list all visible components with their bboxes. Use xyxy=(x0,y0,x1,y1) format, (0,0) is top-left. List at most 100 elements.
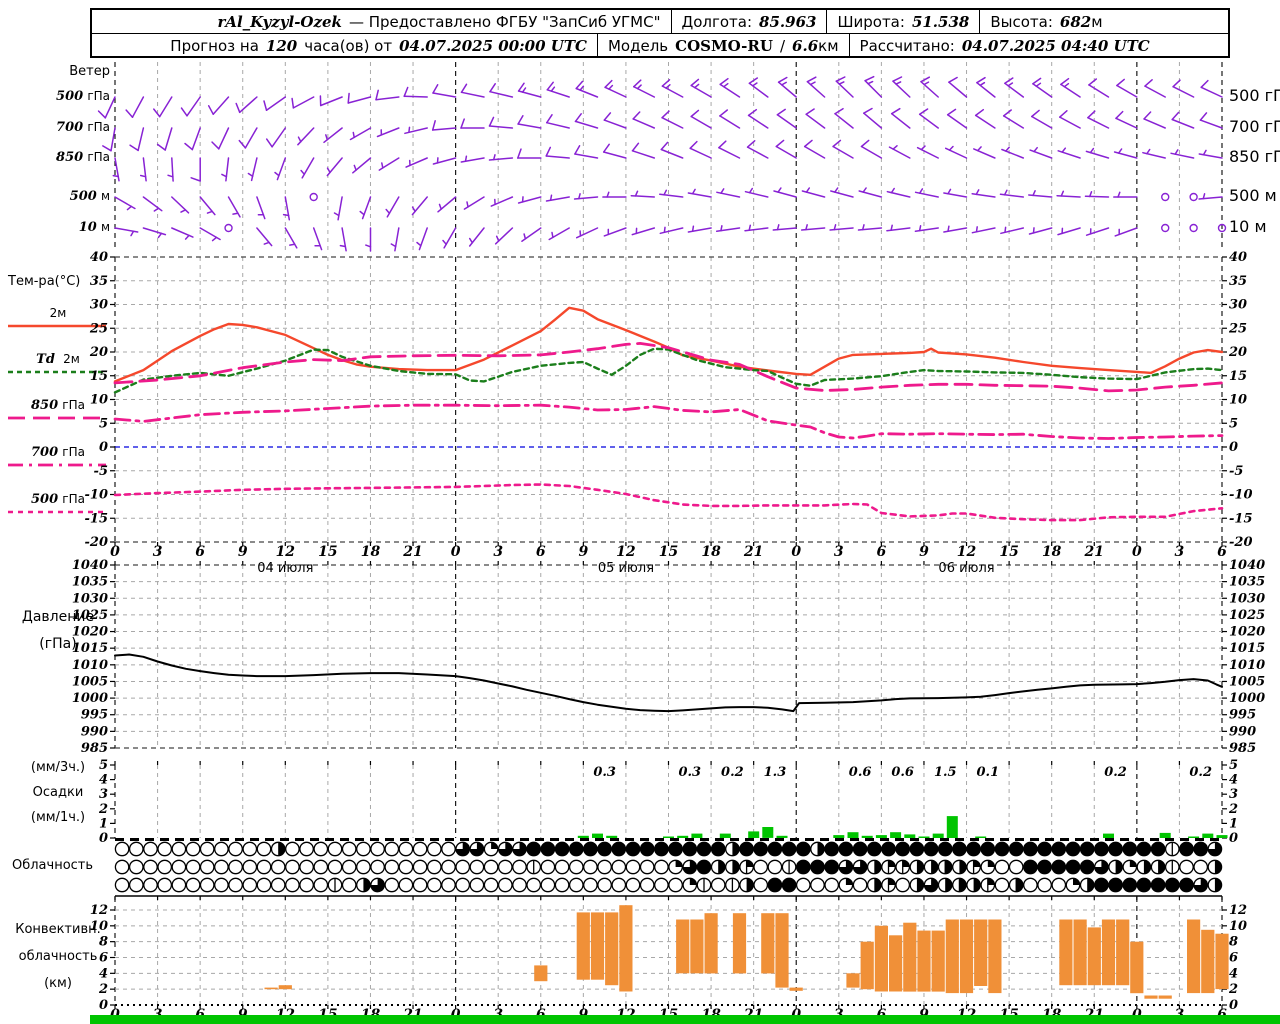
svg-text:18: 18 xyxy=(701,544,721,560)
header-box: rAl_Kyzyl-Ozek — Предоставлено ФГБУ "Зап… xyxy=(90,8,1230,58)
svg-text:3: 3 xyxy=(1229,787,1238,802)
svg-text:10: 10 xyxy=(90,393,108,408)
altitude-label: Высота: xyxy=(990,12,1053,31)
svg-text:4: 4 xyxy=(99,966,108,981)
svg-text:35: 35 xyxy=(90,274,108,289)
svg-text:15: 15 xyxy=(90,369,108,384)
svg-text:10: 10 xyxy=(90,919,108,934)
convective-title-line1: Конвективн. xyxy=(15,922,101,937)
svg-text:500 гПа: 500 гПа xyxy=(1229,86,1280,105)
forecast-hours: 120 xyxy=(265,36,298,55)
footer-bar xyxy=(90,1015,1280,1024)
svg-text:15: 15 xyxy=(1229,369,1247,384)
provider-text: — Предоставлено ФГБУ "ЗапСиб УГМС" xyxy=(348,12,661,31)
svg-text:1000: 1000 xyxy=(72,691,108,706)
temp-legend-label: Td 2м xyxy=(36,352,80,367)
svg-text:1.3: 1.3 xyxy=(764,765,787,780)
svg-text:1005: 1005 xyxy=(1229,674,1265,689)
svg-text:0: 0 xyxy=(1229,831,1238,846)
svg-text:8: 8 xyxy=(99,935,108,950)
svg-text:990: 990 xyxy=(81,724,108,739)
svg-text:6: 6 xyxy=(536,544,546,560)
svg-text:21: 21 xyxy=(743,544,763,560)
svg-text:1035: 1035 xyxy=(1229,575,1265,590)
precip-unit-3h-label: (мм/3ч.) xyxy=(30,760,86,775)
svg-text:1: 1 xyxy=(1229,816,1238,831)
svg-text:15: 15 xyxy=(999,544,1018,560)
altitude-value: 682 xyxy=(1059,12,1092,31)
svg-text:985: 985 xyxy=(81,741,108,756)
svg-text:0: 0 xyxy=(99,440,108,455)
svg-text:6: 6 xyxy=(195,544,205,560)
svg-text:12: 12 xyxy=(616,544,636,560)
svg-text:9: 9 xyxy=(578,544,588,560)
calculated-time: 04.07.2025 04:40 UTC xyxy=(961,36,1150,55)
svg-text:30: 30 xyxy=(1229,298,1247,313)
svg-text:40: 40 xyxy=(90,250,108,265)
svg-text:0: 0 xyxy=(1132,544,1142,560)
svg-text:1010: 1010 xyxy=(72,658,108,673)
svg-text:0.6: 0.6 xyxy=(891,765,914,780)
svg-text:40: 40 xyxy=(1229,250,1247,265)
svg-text:0.6: 0.6 xyxy=(849,765,872,780)
forecast-start-time: 04.07.2025 00:00 UTC xyxy=(399,36,587,55)
svg-text:-10: -10 xyxy=(1229,488,1253,503)
svg-text:1040: 1040 xyxy=(72,558,108,573)
svg-text:12: 12 xyxy=(1229,903,1247,918)
svg-text:9: 9 xyxy=(238,544,248,560)
svg-text:12: 12 xyxy=(957,544,977,560)
temp-legend-label: 500 гПа xyxy=(31,492,85,507)
svg-text:4: 4 xyxy=(99,773,108,788)
svg-text:5: 5 xyxy=(1229,758,1238,773)
model-resolution: 6.6 xyxy=(792,36,819,55)
precip-section-title: Осадки xyxy=(32,785,84,800)
model-resolution-unit: км xyxy=(818,36,839,55)
header-divider xyxy=(826,10,828,33)
svg-text:15: 15 xyxy=(318,544,337,560)
svg-text:0: 0 xyxy=(1229,998,1238,1013)
svg-text:-15: -15 xyxy=(1229,511,1253,526)
header-row-1: rAl_Kyzyl-Ozek — Предоставлено ФГБУ "Зап… xyxy=(92,10,1228,34)
svg-text:1: 1 xyxy=(99,816,108,831)
latitude-label: Широта: xyxy=(837,12,905,31)
svg-text:-20: -20 xyxy=(1229,535,1253,550)
svg-text:5: 5 xyxy=(99,758,108,773)
temp-legend-label: 850 гПа xyxy=(31,398,85,413)
svg-text:3: 3 xyxy=(834,544,844,560)
svg-text:30: 30 xyxy=(90,298,108,313)
forecast-label-2: часа(ов) от xyxy=(304,36,393,55)
svg-text:0: 0 xyxy=(791,544,801,560)
svg-text:850 гПа: 850 гПа xyxy=(1229,147,1280,166)
convective-title-line2: облачность xyxy=(18,949,98,964)
precip-unit-1h-label: (мм/1ч.) xyxy=(30,810,86,825)
svg-text:5: 5 xyxy=(1229,416,1238,431)
wind-level-label: 500 м xyxy=(69,189,110,204)
svg-text:1025: 1025 xyxy=(1229,608,1265,623)
svg-text:8: 8 xyxy=(1229,935,1238,950)
wind-section-title: Ветер xyxy=(69,64,110,79)
svg-text:18: 18 xyxy=(1042,544,1062,560)
svg-text:-5: -5 xyxy=(94,464,108,479)
latitude-value: 51.538 xyxy=(911,12,970,31)
svg-text:1035: 1035 xyxy=(72,575,108,590)
convective-title-line3: (км) xyxy=(44,976,72,991)
calculated-label: Рассчитано: xyxy=(859,36,955,55)
svg-text:2: 2 xyxy=(1228,802,1238,817)
svg-text:1015: 1015 xyxy=(1229,641,1265,656)
svg-text:1025: 1025 xyxy=(72,608,108,623)
svg-text:10 м: 10 м xyxy=(1229,217,1267,236)
svg-text:12: 12 xyxy=(90,903,108,918)
svg-text:0: 0 xyxy=(99,831,108,846)
svg-text:6: 6 xyxy=(1229,950,1238,965)
svg-text:0: 0 xyxy=(99,998,108,1013)
temp-legend-label: 2м xyxy=(49,306,67,320)
svg-text:0.2: 0.2 xyxy=(721,765,744,780)
svg-text:18: 18 xyxy=(361,544,381,560)
svg-text:0: 0 xyxy=(110,544,120,560)
header-divider xyxy=(979,10,981,33)
svg-text:10: 10 xyxy=(1229,393,1247,408)
svg-text:-10: -10 xyxy=(85,488,109,503)
svg-text:3: 3 xyxy=(153,544,163,560)
svg-text:04 июля: 04 июля xyxy=(257,561,313,576)
header-divider xyxy=(670,10,672,33)
